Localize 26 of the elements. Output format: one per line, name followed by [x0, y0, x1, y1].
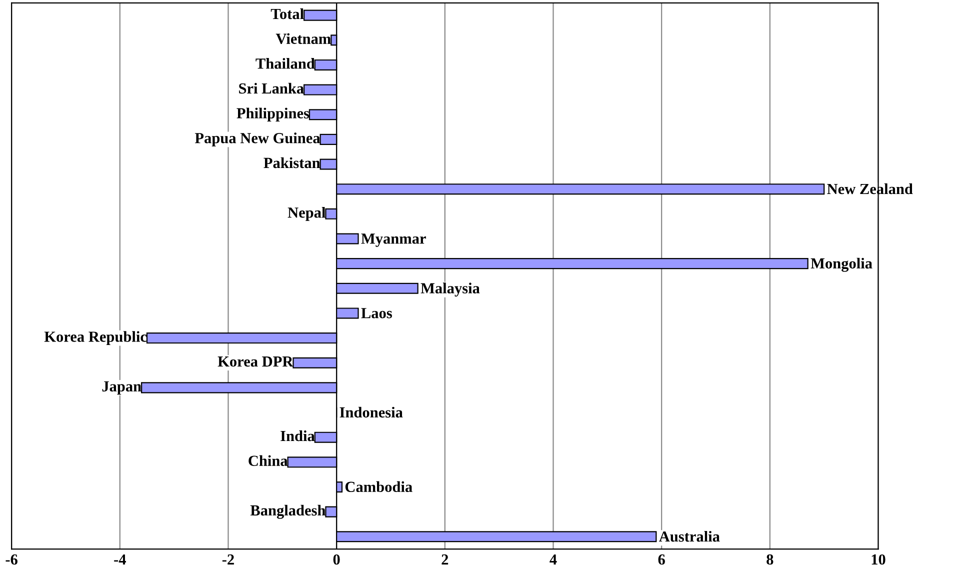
y-tick-label: Malaysia: [420, 282, 480, 297]
y-tick-label: Indonesia: [340, 406, 403, 418]
y-tick-label: Total: [270, 8, 304, 20]
y-tick-label: Mongolia: [810, 258, 872, 272]
y-tick-label: Papua New Guinea: [194, 132, 320, 146]
y-tick-label: Sri Lanka: [239, 82, 304, 94]
y-tick-label: India: [280, 430, 315, 442]
y-tick-label: Pakistan: [264, 157, 320, 168]
x-tick-label: -2: [222, 554, 234, 565]
x-tick-label: 6: [658, 554, 665, 565]
x-tick-label: 0: [333, 554, 340, 565]
y-tick-label: Laos: [361, 308, 392, 318]
x-tick-label: -4: [114, 554, 126, 565]
x-tick-label: 8: [766, 554, 774, 565]
y-tick-label: Korea Republic: [44, 331, 147, 345]
x-tick-label: 4: [550, 554, 557, 565]
y-tick-label: Cambodia: [345, 481, 412, 492]
y-tick-label: Thailand: [256, 58, 315, 69]
y-tick-label: Australia: [659, 530, 720, 542]
y-tick-label: Myanmar: [361, 234, 426, 247]
x-tick-label: 2: [442, 554, 448, 565]
y-tick-label: Japan: [102, 381, 142, 395]
x-tick-label: -6: [6, 554, 18, 565]
x-tick-label: 10: [872, 554, 886, 565]
y-tick-label: China: [248, 455, 288, 466]
y-tick-label: Philippines: [236, 108, 310, 122]
